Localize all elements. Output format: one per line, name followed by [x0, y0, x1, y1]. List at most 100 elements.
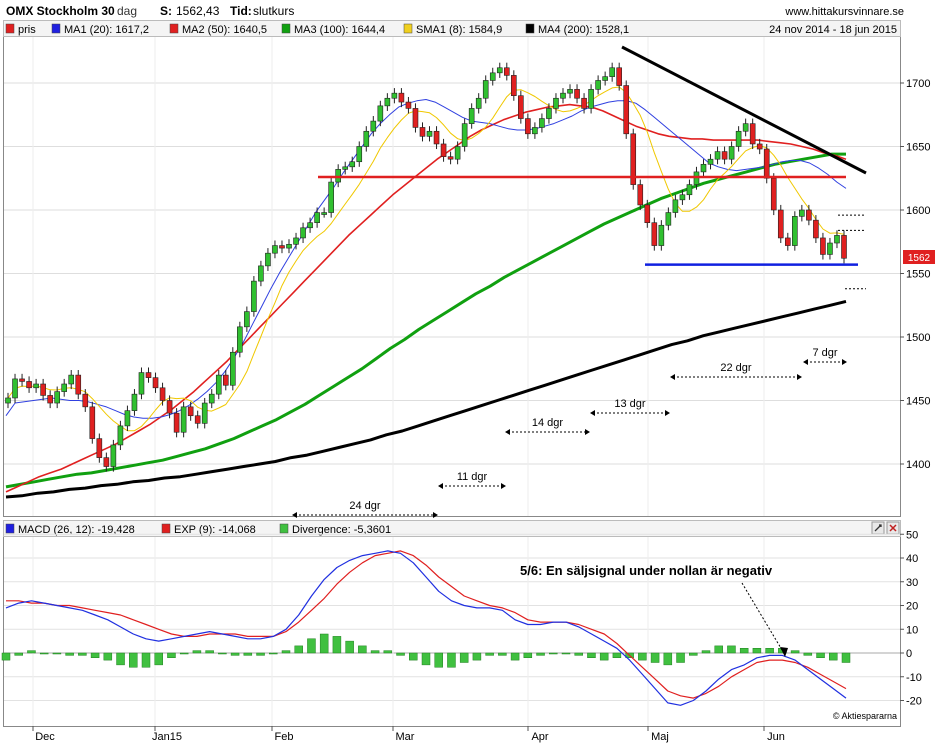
candle-body — [321, 212, 327, 215]
divergence-bar — [510, 652, 520, 661]
divergence-bar — [256, 652, 265, 656]
divergence-bar — [714, 645, 723, 654]
candle-body — [47, 395, 53, 404]
candle-body — [468, 108, 475, 124]
macd-lines — [5, 550, 847, 706]
candle-body — [279, 245, 285, 249]
candle-body — [300, 227, 306, 239]
candle-body — [391, 92, 398, 99]
candle-body — [707, 158, 714, 165]
macd-tick-label: -20 — [906, 696, 922, 708]
candle-body — [735, 130, 742, 147]
cycle-label: 22 dgr — [720, 362, 752, 374]
candle-body — [398, 92, 405, 103]
candle-body — [799, 209, 805, 217]
candle-body — [145, 372, 152, 378]
candle-body — [560, 92, 566, 99]
legend-item-label: SMA1 (8): 1584,9 — [416, 24, 502, 36]
legend-item-label: MA4 (200): 1528,1 — [538, 24, 629, 36]
legend-item-label: pris — [18, 24, 36, 36]
time-tick-label: Feb — [275, 731, 294, 743]
candle-body — [54, 391, 60, 404]
candle-body — [26, 381, 32, 389]
candle-body — [834, 235, 840, 244]
time-tick-label: Jun — [767, 731, 785, 743]
candle-body — [370, 120, 377, 132]
divergence-bar — [154, 652, 163, 666]
candle-body — [525, 118, 531, 135]
candle-body — [89, 406, 96, 439]
candle-body — [792, 216, 798, 246]
price-badge-bg — [903, 250, 935, 264]
price-tick-label: 1400 — [906, 459, 930, 471]
time-tick-label: Apr — [531, 731, 548, 743]
divergence-bar — [536, 652, 545, 656]
moving-averages — [5, 86, 847, 499]
divergence-bar — [587, 652, 596, 658]
candle-body — [180, 406, 187, 433]
candle-body — [532, 127, 538, 135]
candle-body — [293, 237, 299, 245]
divergence-bar — [141, 652, 151, 668]
candle-body — [658, 224, 665, 246]
candle-body — [222, 374, 229, 386]
divergence-bar — [421, 652, 431, 666]
candle-body — [644, 204, 651, 223]
candle-body — [159, 387, 166, 401]
period-label: dag — [117, 4, 137, 18]
macd-settings-icon[interactable] — [871, 521, 885, 535]
divergence-bar — [167, 652, 176, 658]
cycle-arrow-right — [842, 359, 847, 365]
price-panel-frame — [3, 20, 901, 517]
candle-body — [553, 97, 559, 109]
macd-panel-frame — [3, 520, 901, 727]
candle-body — [770, 177, 777, 211]
candle-body — [363, 130, 370, 147]
candle-body — [61, 383, 68, 392]
divergence-bar — [790, 650, 800, 654]
macd-legend-label: MACD (26, 12): -19,428 — [18, 524, 135, 536]
time-tick-label: Dec — [35, 731, 55, 743]
divergence-bar — [243, 652, 253, 656]
candle-body — [679, 194, 686, 201]
divergence-bar — [816, 652, 825, 658]
candle-body — [433, 130, 440, 145]
candle-body — [201, 402, 208, 424]
candle-body — [33, 383, 39, 389]
candle-body — [328, 181, 334, 213]
candle-body — [251, 280, 257, 312]
divergence-bar — [739, 648, 749, 654]
candle-body — [419, 127, 426, 137]
candle-body — [194, 415, 201, 424]
candle-body — [173, 412, 180, 433]
macd-legend-bar — [3, 520, 901, 537]
divergence-bar — [638, 652, 647, 661]
site-link[interactable]: www.hittakursvinnare.se — [784, 6, 904, 18]
macd-close-icon[interactable] — [886, 521, 900, 535]
divergence-bar — [205, 650, 214, 654]
divergence-bar — [676, 652, 685, 663]
divergence-bar — [307, 638, 316, 654]
divergence-bar — [345, 640, 354, 654]
candle-body — [447, 156, 454, 160]
divergence-bar — [294, 645, 303, 654]
s-value: 1562,43 — [176, 4, 220, 18]
divergence-bar — [281, 650, 291, 654]
ma1-line — [5, 99, 847, 419]
candle-body — [567, 89, 573, 94]
date-range: 24 nov 2014 - 18 jun 2015 — [769, 24, 897, 36]
candle-body — [539, 118, 545, 128]
legend-swatch — [525, 23, 535, 34]
price-tick-label: 1600 — [906, 205, 930, 217]
legend-bar — [3, 20, 901, 37]
divergence-bar — [116, 652, 125, 666]
candle-body — [714, 151, 721, 160]
exp-line — [6, 550, 847, 699]
macd-legend: MACD (26, 12): -19,428 EXP (9): -14,068 Di… — [5, 523, 391, 536]
annotation-arrow — [741, 582, 788, 657]
candle-body — [728, 146, 735, 160]
divergence-bar — [39, 652, 49, 655]
candle-body — [19, 378, 25, 382]
candle-body — [314, 212, 320, 223]
divergence-bar — [829, 652, 838, 661]
